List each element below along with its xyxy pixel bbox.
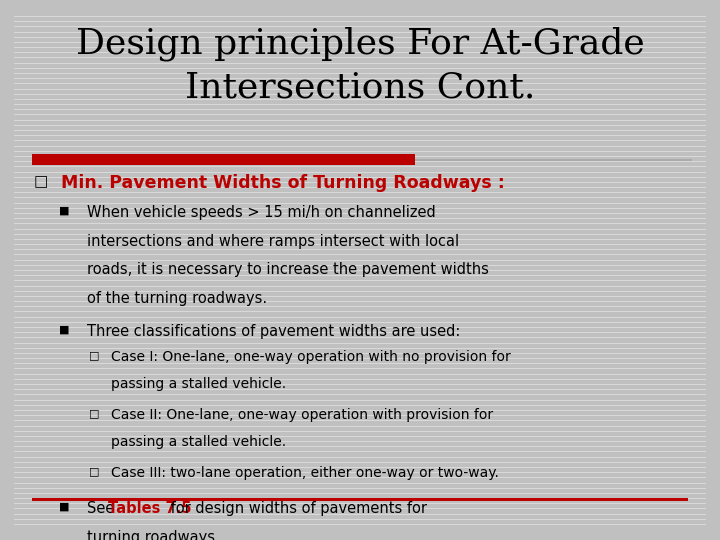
Text: Design principles For At-Grade: Design principles For At-Grade bbox=[76, 26, 644, 61]
Text: When vehicle speeds > 15 mi/h on channelized: When vehicle speeds > 15 mi/h on channel… bbox=[87, 205, 436, 220]
Text: Min. Pavement Widths of Turning Roadways :: Min. Pavement Widths of Turning Roadways… bbox=[61, 174, 505, 192]
Text: ■: ■ bbox=[59, 325, 70, 334]
Text: intersections and where ramps intersect with local: intersections and where ramps intersect … bbox=[87, 234, 459, 249]
Text: roads, it is necessary to increase the pavement widths: roads, it is necessary to increase the p… bbox=[87, 262, 489, 277]
Text: □: □ bbox=[89, 408, 99, 418]
Text: □: □ bbox=[34, 174, 48, 189]
Text: Tables 7.5: Tables 7.5 bbox=[108, 501, 192, 516]
Text: passing a stalled vehicle.: passing a stalled vehicle. bbox=[111, 435, 287, 449]
Text: ■: ■ bbox=[59, 501, 70, 511]
Text: Case I: One-lane, one-way operation with no provision for: Case I: One-lane, one-way operation with… bbox=[111, 350, 511, 365]
Text: turning roadways.: turning roadways. bbox=[87, 530, 220, 540]
Text: passing a stalled vehicle.: passing a stalled vehicle. bbox=[111, 377, 287, 392]
Text: □: □ bbox=[89, 350, 99, 360]
Text: □: □ bbox=[89, 467, 99, 476]
Text: Three classifications of pavement widths are used:: Three classifications of pavement widths… bbox=[87, 325, 460, 340]
Text: for design widths of pavements for: for design widths of pavements for bbox=[166, 501, 428, 516]
Text: Case II: One-lane, one-way operation with provision for: Case II: One-lane, one-way operation wit… bbox=[111, 408, 493, 422]
Text: Case III: two-lane operation, either one-way or two-way.: Case III: two-lane operation, either one… bbox=[111, 467, 499, 481]
Bar bbox=[415, 159, 692, 161]
Bar bbox=[32, 497, 688, 501]
Text: Intersections Cont.: Intersections Cont. bbox=[185, 70, 535, 104]
Text: ■: ■ bbox=[59, 205, 70, 215]
Text: See: See bbox=[87, 501, 119, 516]
Text: of the turning roadways.: of the turning roadways. bbox=[87, 291, 267, 306]
Bar bbox=[32, 154, 415, 165]
